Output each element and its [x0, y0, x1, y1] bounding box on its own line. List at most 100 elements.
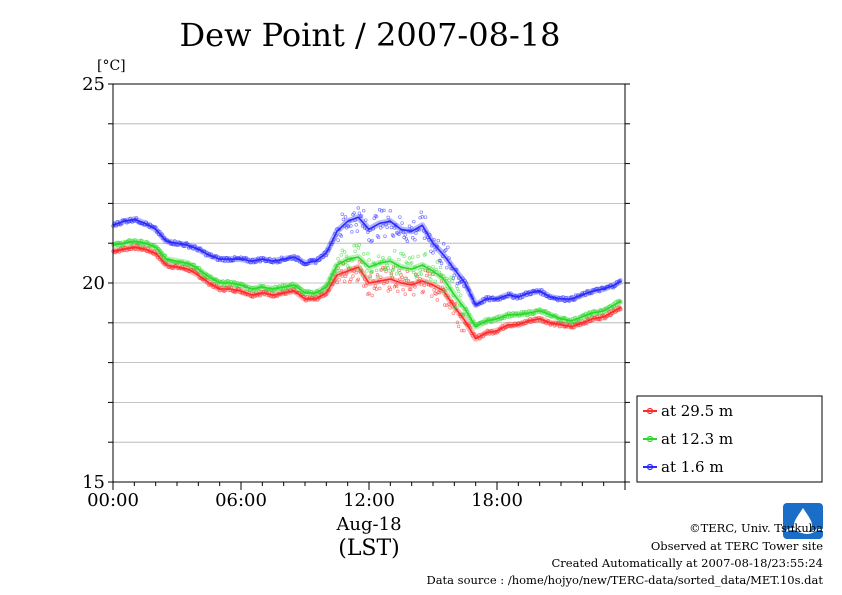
series-point	[360, 224, 365, 228]
series-point	[392, 248, 397, 253]
series-point	[437, 291, 442, 295]
series-point	[409, 261, 414, 265]
series-point	[344, 254, 349, 259]
series-point	[338, 272, 342, 277]
series-point	[407, 224, 412, 229]
series-point	[423, 215, 428, 219]
series-point	[540, 288, 544, 292]
series-point	[424, 273, 429, 278]
series-point	[419, 272, 424, 276]
series-point	[378, 275, 383, 279]
series-point	[342, 250, 347, 254]
series-point	[335, 280, 339, 285]
series-point	[432, 237, 436, 242]
series-point	[408, 287, 413, 292]
series-point	[414, 231, 418, 235]
series-point	[370, 293, 374, 298]
series-point	[451, 311, 456, 315]
series-point	[460, 328, 464, 333]
series-point	[244, 256, 249, 260]
series-point	[455, 286, 460, 291]
series-point	[405, 239, 410, 243]
series-point	[342, 279, 347, 283]
series-point	[345, 264, 350, 268]
y-tick-label: 15	[82, 472, 105, 493]
series-point	[382, 281, 386, 286]
series-point	[340, 248, 345, 253]
series-point	[344, 272, 349, 276]
series-point	[458, 293, 463, 298]
legend-label: at 29.5 m	[661, 402, 733, 420]
series-point	[450, 279, 454, 283]
series-point	[399, 229, 403, 234]
series-point	[419, 210, 424, 215]
series-point	[428, 274, 432, 278]
x-tick-label: 12:00	[343, 490, 395, 511]
series-2	[111, 206, 623, 308]
series-point	[375, 274, 380, 279]
x-axis: 00:00 06:00 12:00 18:00	[87, 482, 626, 511]
y-tick-label: 25	[82, 74, 105, 95]
series-layer	[111, 206, 623, 342]
series-point	[452, 273, 457, 278]
water-drop-icon	[794, 508, 812, 533]
x-axis-date-label: Aug-18	[335, 514, 401, 535]
series-point	[367, 291, 371, 296]
series-point	[453, 305, 458, 310]
series-point	[431, 251, 435, 255]
series-point	[447, 256, 451, 260]
series-point	[394, 271, 399, 276]
series-point	[221, 278, 225, 283]
y-axis: 25 20 15	[82, 74, 630, 493]
series-point	[349, 277, 353, 282]
series-point	[366, 251, 370, 256]
series-point	[584, 321, 589, 326]
series-point	[351, 274, 355, 278]
legend-label: at 1.6 m	[661, 458, 724, 476]
legend-box	[636, 395, 823, 483]
series-point	[370, 269, 374, 274]
series-point	[226, 278, 230, 283]
series-point	[368, 276, 372, 280]
series-point	[403, 233, 408, 237]
series-point	[405, 261, 410, 266]
series-point	[386, 289, 390, 293]
series-point	[435, 298, 440, 302]
series-point	[442, 303, 447, 307]
legend-swatch-marker	[646, 407, 654, 415]
series-point	[456, 324, 461, 329]
series-point	[391, 234, 396, 238]
series-point	[354, 243, 358, 248]
series-point	[432, 288, 436, 292]
series-point	[438, 265, 443, 270]
series-point	[223, 259, 227, 264]
series-point	[403, 292, 408, 296]
series-point	[373, 284, 378, 288]
series-point	[508, 315, 512, 319]
series-point	[356, 277, 361, 282]
series-point	[385, 263, 389, 268]
series-point	[436, 238, 441, 243]
y-tick-label: 20	[82, 273, 105, 294]
series-point	[417, 228, 421, 232]
series-point	[336, 238, 340, 242]
series-point	[449, 266, 453, 271]
series-point	[360, 272, 365, 277]
series-point	[440, 289, 445, 294]
series-point	[398, 215, 402, 219]
series-point	[456, 289, 461, 294]
series-point	[391, 267, 396, 272]
series-0	[111, 243, 623, 342]
x-tick-label: 06:00	[215, 490, 267, 511]
y-axis-unit: [°C]	[97, 58, 126, 74]
series-point	[388, 287, 393, 291]
series-point	[505, 315, 510, 319]
series-point	[423, 252, 428, 256]
series-point	[355, 268, 360, 273]
series-point	[397, 257, 401, 262]
series-point	[370, 238, 374, 243]
series-point	[336, 257, 340, 261]
footer-observed: Observed at TERC Tower site	[651, 539, 823, 553]
series-point	[258, 293, 262, 298]
series-point	[359, 214, 364, 218]
